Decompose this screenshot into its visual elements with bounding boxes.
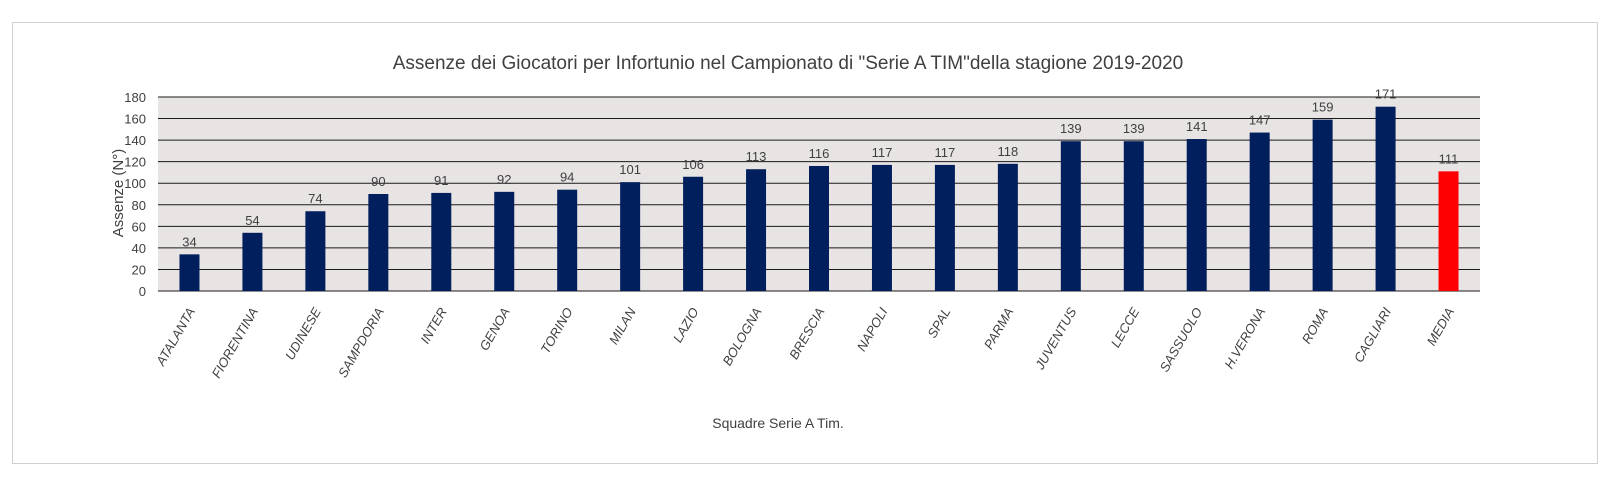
- x-tick-label: H.VERONA: [1221, 305, 1268, 371]
- data-label: 141: [1186, 119, 1208, 134]
- bar-roma: [1312, 119, 1333, 291]
- data-label: 139: [1123, 121, 1145, 136]
- data-label: 159: [1312, 100, 1334, 115]
- bar-chart: Assenze dei Giocatori per Infortunio nel…: [110, 53, 1480, 431]
- data-label: 106: [682, 157, 704, 172]
- bar-genoa: [494, 191, 515, 291]
- x-tick-label: ROMA: [1299, 305, 1331, 346]
- x-tick-label: GENOA: [476, 305, 512, 353]
- x-tick-label: LAZIO: [670, 305, 702, 345]
- x-tick-label: BRESCIA: [786, 305, 828, 362]
- x-tick-label: MEDIA: [1424, 305, 1458, 348]
- bar-udinese: [305, 211, 326, 291]
- data-label: 94: [560, 170, 574, 185]
- data-label: 117: [935, 145, 956, 160]
- bar-juventus: [1060, 141, 1081, 291]
- x-tick-label: INTER: [417, 305, 449, 346]
- x-tick-label: JUVENTUS: [1032, 305, 1080, 373]
- x-tick-label: NAPOLI: [854, 305, 891, 354]
- x-tick-label: BOLOGNA: [720, 305, 765, 368]
- bar-parma: [997, 163, 1018, 291]
- y-tick-label: 80: [132, 198, 146, 213]
- data-label: 111: [1439, 151, 1459, 166]
- y-tick-label: 180: [124, 90, 146, 105]
- chart-title: Assenze dei Giocatori per Infortunio nel…: [393, 53, 1184, 74]
- x-tick-label: SAMPDORIA: [335, 305, 387, 380]
- bar-lazio: [683, 176, 704, 291]
- data-label: 92: [497, 172, 511, 187]
- bar-spal: [934, 164, 955, 291]
- x-axis-ticks: ATALANTA FIORENTINA UDINESE SAMPDORIA INTER G…: [152, 304, 1457, 380]
- data-label: 116: [809, 146, 830, 161]
- bar-atalanta: [179, 254, 200, 291]
- bar-napoli: [871, 164, 892, 291]
- x-tick-label: PARMA: [981, 305, 1017, 352]
- data-label: 117: [872, 145, 893, 160]
- y-axis-ticks: 0 20 40 60 80 100 120 140 160 180: [124, 90, 146, 299]
- bar-sampdoria: [368, 194, 389, 291]
- data-label: 74: [308, 191, 322, 206]
- bar-brescia: [809, 165, 829, 291]
- bar-lecce: [1123, 141, 1144, 291]
- x-tick-label: SASSUOLO: [1157, 305, 1206, 374]
- y-tick-label: 140: [124, 133, 146, 148]
- bar-torino: [557, 189, 578, 291]
- y-tick-label: 40: [132, 241, 146, 256]
- x-axis-label: Squadre Serie A Tim.: [712, 415, 844, 431]
- bar-milan: [620, 182, 641, 291]
- bar-sassuolo: [1186, 139, 1207, 291]
- bar-fiorentina: [242, 232, 263, 291]
- y-tick-label: 120: [124, 155, 146, 170]
- x-tick-label: CAGLIARI: [1351, 305, 1395, 365]
- y-tick-label: 160: [124, 112, 146, 127]
- x-tick-label: SPAL: [924, 305, 953, 340]
- y-tick-label: 100: [124, 176, 146, 191]
- data-label: 147: [1249, 113, 1271, 128]
- data-label: 91: [434, 173, 448, 188]
- data-label: 171: [1375, 87, 1397, 102]
- y-axis-label: Assenze (N°): [110, 149, 127, 238]
- data-label: 34: [182, 234, 196, 249]
- data-label: 139: [1060, 121, 1082, 136]
- x-tick-label: FIORENTINA: [209, 305, 261, 381]
- x-tick-label: LECCE: [1108, 305, 1143, 350]
- bar-media: [1438, 171, 1459, 291]
- bar-h-verona: [1249, 132, 1270, 291]
- x-tick-label: UDINESE: [282, 305, 324, 363]
- x-tick-label: ATALANTA: [152, 305, 198, 369]
- value-labels: 34 54 74 90 91 92 94 101 106 113 116 117 117 118 139 13…: [182, 87, 1458, 250]
- data-label: 90: [371, 174, 385, 189]
- data-label: 101: [619, 162, 641, 177]
- y-tick-label: 0: [139, 284, 146, 299]
- y-tick-label: 20: [132, 262, 146, 277]
- y-tick-label: 60: [132, 219, 146, 234]
- bars: [179, 106, 1459, 291]
- data-label: 113: [746, 149, 767, 164]
- bar-cagliari: [1375, 106, 1396, 291]
- data-label: 54: [245, 213, 259, 228]
- bar-bologna: [746, 169, 767, 291]
- bar-inter: [431, 192, 452, 291]
- chart-frame: Assenze dei Giocatori per Infortunio nel…: [12, 22, 1598, 464]
- x-tick-label: MILAN: [606, 304, 639, 346]
- x-tick-label: TORINO: [538, 305, 576, 356]
- data-label: 118: [997, 144, 1018, 159]
